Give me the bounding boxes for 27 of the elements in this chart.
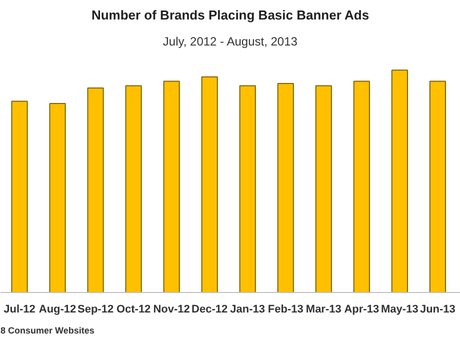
chart-subtitle: July, 2012 - August, 2013 xyxy=(162,34,298,48)
bar xyxy=(239,85,256,292)
x-tick-label: Dec-12 xyxy=(192,304,228,316)
x-tick-label: May-13 xyxy=(381,304,418,316)
x-tick-label: Jun-13 xyxy=(420,304,456,316)
bar xyxy=(87,87,104,292)
x-tick-label: Sep-12 xyxy=(78,304,114,316)
x-tick-label: Jul-12 xyxy=(4,304,36,316)
chart-title: Number of Brands Placing Basic Banner Ads xyxy=(91,8,370,22)
bar xyxy=(125,85,142,292)
x-tick-label: Jan-13 xyxy=(230,304,266,316)
bar xyxy=(11,100,28,292)
x-tick-label: Oct-12 xyxy=(116,304,151,316)
bar xyxy=(277,83,294,292)
bar xyxy=(391,70,408,292)
bar xyxy=(201,76,218,292)
bar xyxy=(49,103,66,292)
x-tick-label: Aug-12 xyxy=(38,304,76,316)
text: 8 Consumer Websites xyxy=(0,326,94,336)
bar xyxy=(163,80,180,292)
x-tick-label: Mar-13 xyxy=(306,304,342,316)
bar xyxy=(315,85,332,292)
x-tick-label: Feb-13 xyxy=(268,304,304,316)
x-tick-label: Apr-13 xyxy=(344,304,380,316)
bar xyxy=(353,80,370,292)
bar xyxy=(429,80,446,292)
x-tick-label: Nov-12 xyxy=(153,304,190,316)
